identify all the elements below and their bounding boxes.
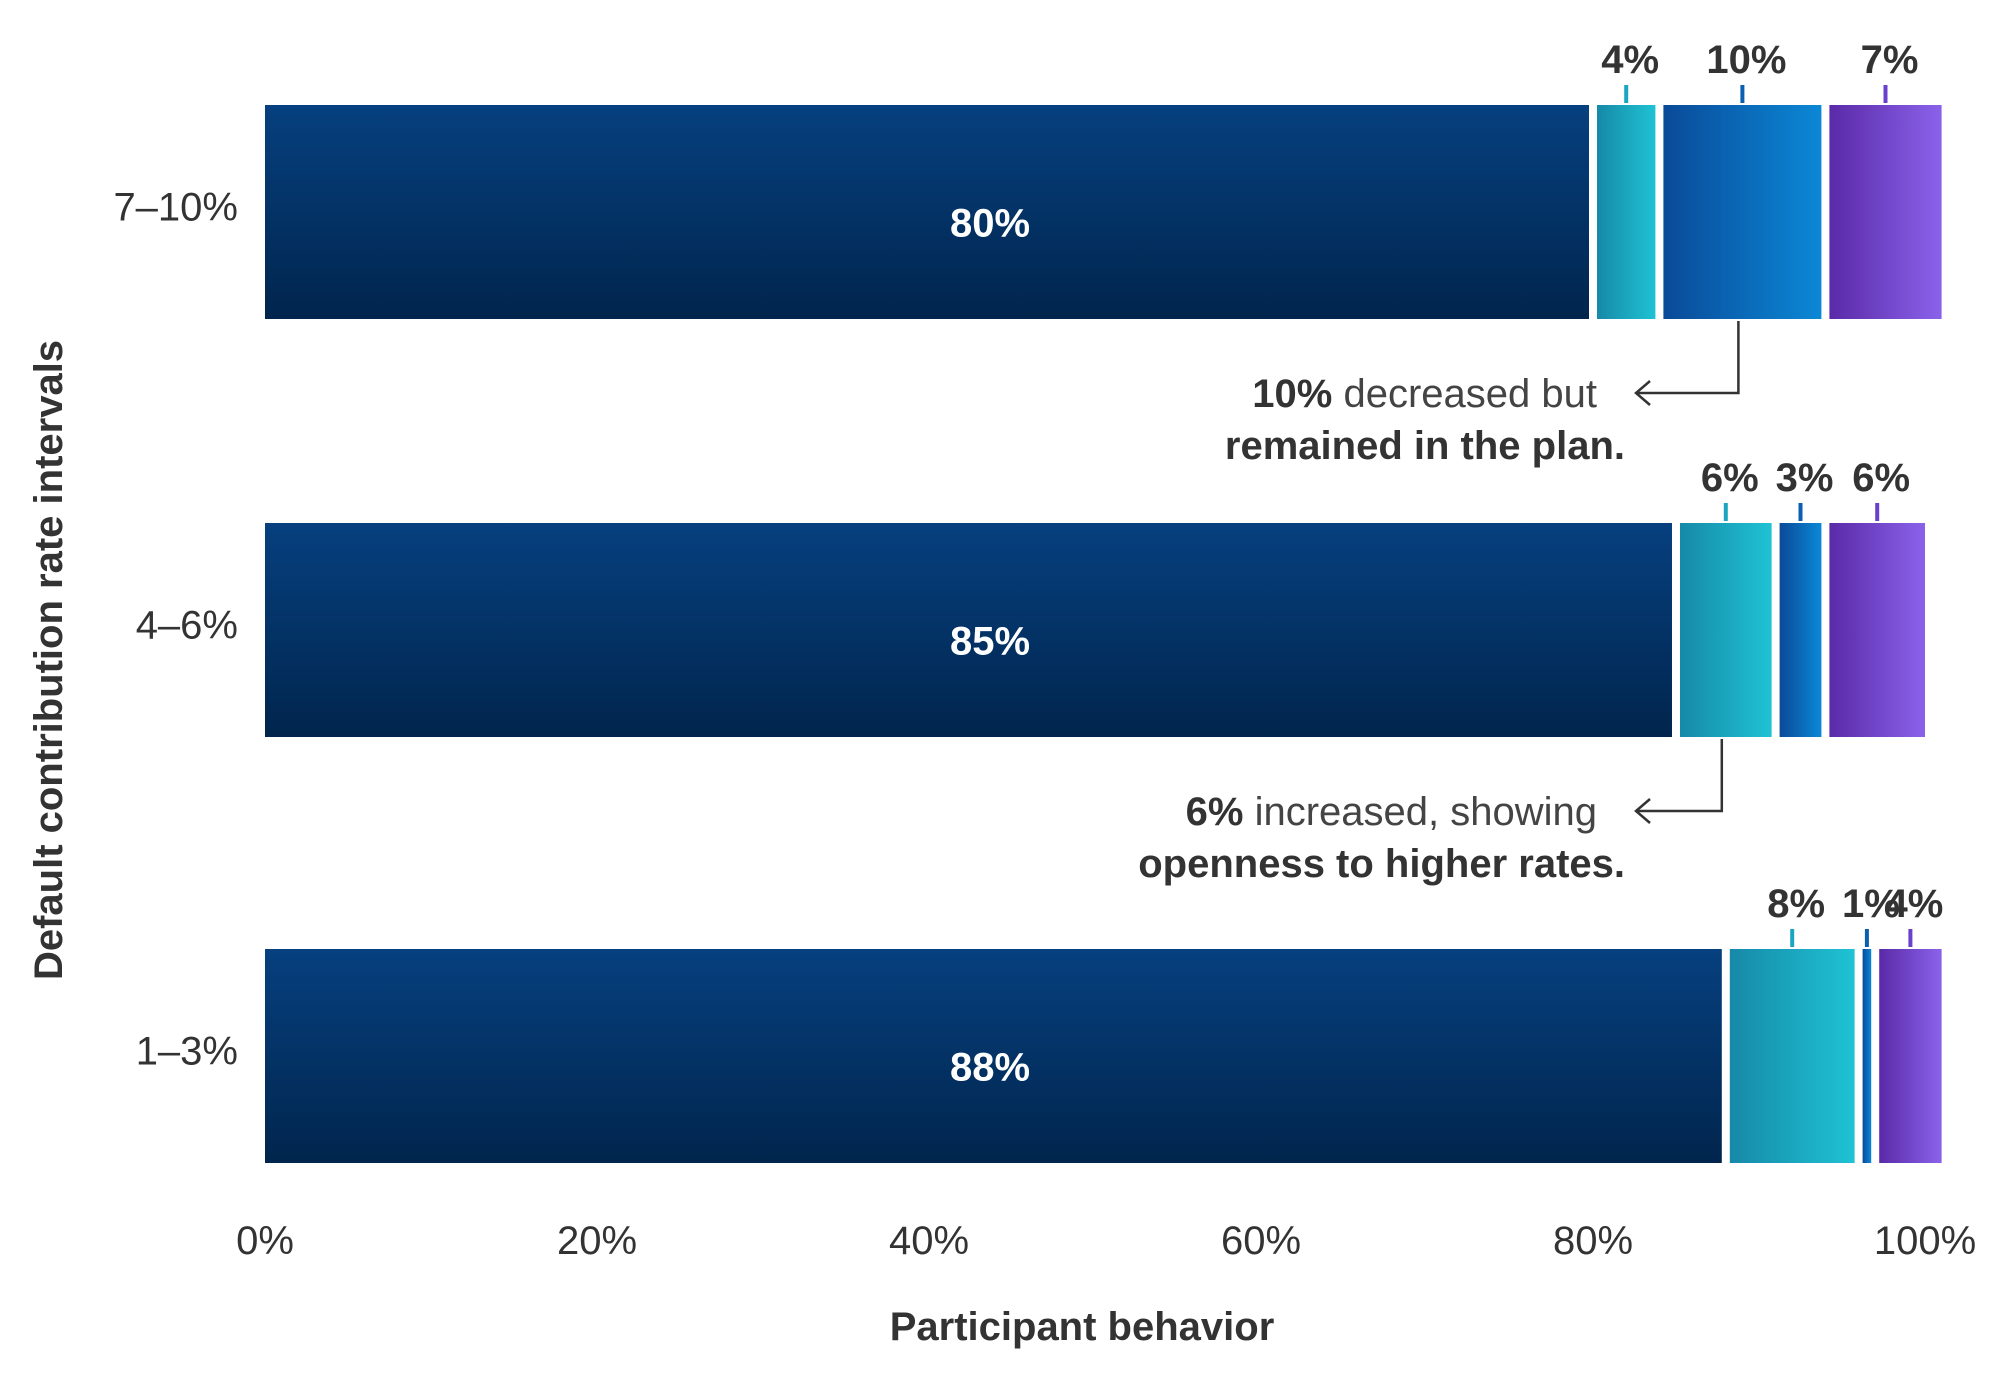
- data-label-3-2: 8%: [1767, 882, 1825, 926]
- bar-segment-1-3: [1663, 105, 1822, 319]
- category-label-3: 1–3%: [136, 1030, 238, 1074]
- bar-segment-2-1: [265, 523, 1672, 737]
- axis-layer: Participant behavior Default contributio…: [27, 340, 1976, 1349]
- data-label-3-4: 4%: [1885, 882, 1943, 926]
- bars-layer: [265, 105, 1942, 1163]
- annotation-connector-1: [1636, 321, 1740, 395]
- annotation-arrowhead-1: [1634, 380, 1651, 406]
- x-tick-label-2: 20%: [557, 1219, 637, 1263]
- bar-segment-2-2: [1680, 523, 1772, 737]
- data-label-2-3: 3%: [1776, 456, 1834, 500]
- category-label-1: 7–10%: [113, 186, 238, 230]
- data-label-3-3: 1%: [1842, 882, 1900, 926]
- bar-segment-3-2: [1729, 949, 1855, 1163]
- data-label-1-3: 10%: [1706, 38, 1786, 82]
- bar-segment-1-1: [265, 105, 1589, 319]
- data-label-2-1: 85%: [950, 620, 1030, 664]
- bar-segment-3-1: [265, 949, 1722, 1163]
- bar-segment-1-4: [1829, 105, 1942, 319]
- annotation-line2-2: openness to higher rates.: [1138, 842, 1625, 886]
- x-tick-label-1: 0%: [236, 1219, 294, 1263]
- x-tick-label-6: 100%: [1874, 1219, 1976, 1263]
- annotation-line2-1: remained in the plan.: [1225, 424, 1625, 468]
- data-label-1-1: 80%: [950, 202, 1030, 246]
- data-label-1-2: 4%: [1601, 38, 1659, 82]
- annotation-connector-2: [1636, 739, 1724, 813]
- data-label-3-1: 88%: [950, 1046, 1030, 1090]
- x-tick-label-5: 80%: [1553, 1219, 1633, 1263]
- data-label-1-4: 7%: [1861, 38, 1919, 82]
- annotations-layer: 10% decreased but remained in the plan. 6%…: [1138, 321, 1740, 886]
- bar-segment-2-3: [1779, 523, 1822, 737]
- annotation-line1-1: 10% decreased but: [1252, 372, 1597, 416]
- annotation-line1-2: 6% increased, showing: [1186, 790, 1597, 834]
- bar-segment-3-4: [1879, 949, 1942, 1163]
- bar-segment-3-3: [1862, 949, 1872, 1163]
- x-tick-label-3: 40%: [889, 1219, 969, 1263]
- data-label-2-2: 6%: [1701, 456, 1759, 500]
- labels-layer: 80%4% 10% 7%7–10%85%6% 3% 6%4–6%88%8% 1%4%1–3…: [113, 38, 1943, 1090]
- annotation-arrowhead-2: [1634, 798, 1651, 824]
- category-label-2: 4–6%: [136, 604, 238, 648]
- bar-segment-1-2: [1597, 105, 1656, 319]
- x-axis-title: Participant behavior: [890, 1305, 1275, 1349]
- y-axis-title: Default contribution rate intervals: [27, 340, 71, 980]
- x-tick-label-4: 60%: [1221, 1219, 1301, 1263]
- bar-segment-2-4: [1829, 523, 1925, 737]
- data-label-2-4: 6%: [1852, 456, 1910, 500]
